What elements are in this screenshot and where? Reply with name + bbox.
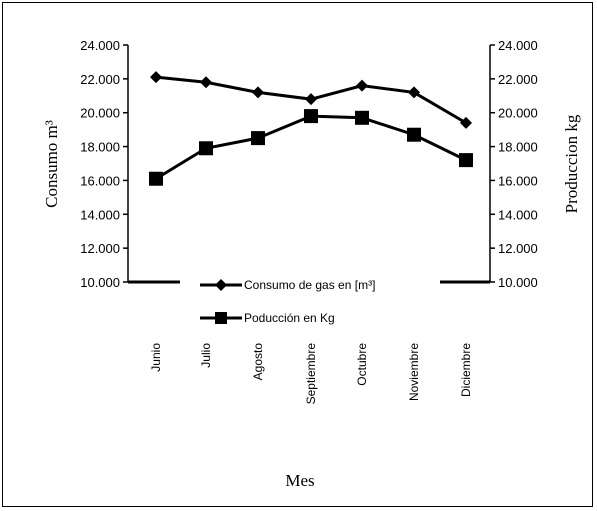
- category-labels: Junio Julio Agosto Septiembre Octubre Noviemb…: [149, 343, 473, 405]
- x-category-label: Junio: [149, 343, 163, 372]
- y-left-tick-label: 18.000: [80, 140, 120, 155]
- y-right-tick-label: 12.000: [498, 241, 538, 256]
- y-right-tick-label: 10.000: [498, 275, 538, 290]
- data-point-produccion: [304, 109, 318, 124]
- y-left-tick-label: 16.000: [80, 173, 120, 188]
- x-category-label: Octubre: [355, 343, 369, 386]
- legend: Consumo de gas en [m³] Poducción en Kg: [200, 278, 375, 325]
- y-left-tick-label: 22.000: [80, 72, 120, 87]
- data-point-produccion: [355, 110, 369, 125]
- y-right-tick-label: 16.000: [498, 173, 538, 188]
- data-point-consumo: [200, 76, 212, 89]
- data-point-produccion: [251, 131, 265, 146]
- y-left-tick-label: 12.000: [80, 241, 120, 256]
- y-left-tick-label: 14.000: [80, 207, 120, 222]
- chart-frame: [2, 2, 593, 507]
- x-axis-title: Mes: [285, 471, 314, 490]
- x-category-label: Julio: [199, 343, 213, 368]
- y-right-tick-label: 18.000: [498, 140, 538, 155]
- y-axis-right-title: Produccion kg: [562, 114, 581, 213]
- legend-marker-produccion: [215, 312, 227, 324]
- data-point-produccion: [149, 171, 163, 186]
- series-layer: [149, 71, 473, 186]
- x-category-label: Diciembre: [459, 343, 473, 397]
- y-right-tick-label: 22.000: [498, 72, 538, 87]
- data-point-consumo: [150, 71, 162, 84]
- y-axis-left-title: Consumo m³: [42, 120, 61, 208]
- x-category-label: Noviembre: [407, 343, 421, 401]
- y-axis-left-ticks: 10.000 12.000 14.000 16.000 18.000 20.000 22.0…: [80, 38, 128, 290]
- data-point-consumo: [408, 86, 420, 99]
- legend-label-produccion: Poducción en Kg: [244, 311, 335, 325]
- y-left-tick-label: 20.000: [80, 106, 120, 121]
- y-left-tick-label: 24.000: [80, 38, 120, 53]
- data-point-consumo: [305, 93, 317, 106]
- y-left-tick-label: 10.000: [80, 275, 120, 290]
- data-point-consumo: [252, 86, 264, 99]
- x-category-label: Agosto: [251, 343, 265, 381]
- y-right-tick-label: 14.000: [498, 207, 538, 222]
- legend-label-consumo: Consumo de gas en [m³]: [244, 278, 375, 292]
- data-point-consumo: [356, 79, 368, 92]
- x-category-label: Septiembre: [304, 343, 318, 405]
- y-right-tick-label: 24.000: [498, 38, 538, 53]
- data-point-consumo: [460, 116, 472, 129]
- y-right-tick-label: 20.000: [498, 106, 538, 121]
- data-point-produccion: [407, 127, 421, 142]
- y-axis-right-ticks: 10.000 12.000 14.000 16.000 18.000 20.000 22.0…: [490, 38, 538, 290]
- data-point-produccion: [459, 153, 473, 168]
- data-point-produccion: [199, 141, 213, 156]
- legend-marker-consumo: [215, 279, 227, 291]
